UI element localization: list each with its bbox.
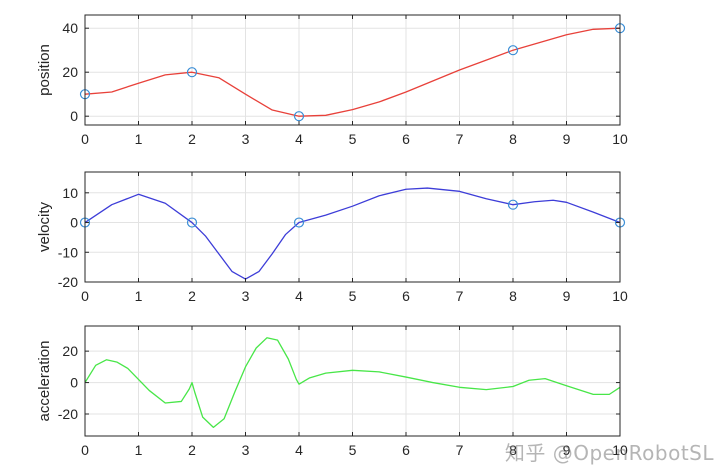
x-tick-label: 5	[349, 288, 357, 304]
x-tick-label: 8	[509, 131, 517, 147]
y-tick-label: 0	[70, 375, 78, 391]
x-tick-label: 10	[612, 288, 628, 304]
x-tick-label: 0	[81, 442, 89, 458]
subplot-1: 0 1 2 3 4 5 6 7 8 9 10 0 20 40 position	[36, 14, 628, 147]
x-tick-label: 4	[295, 131, 303, 147]
x-tick-label: 3	[242, 288, 250, 304]
y-axis-label: position	[36, 44, 53, 96]
x-tick-label: 8	[509, 288, 517, 304]
x-tick-label: 4	[295, 288, 303, 304]
x-tick-label: 4	[295, 442, 303, 458]
x-tick-label: 7	[456, 288, 464, 304]
y-axis-label: acceleration	[36, 341, 53, 422]
y-tick-label: 0	[70, 215, 78, 231]
data-point-marker	[186, 217, 198, 228]
x-tick-label: 6	[402, 442, 410, 458]
data-point-marker	[507, 199, 519, 210]
y-tick-label: -20	[58, 274, 78, 290]
x-tick-label: 2	[188, 288, 196, 304]
y-tick-label: 40	[62, 20, 78, 36]
x-tick-label: 1	[135, 131, 143, 147]
x-tick-label: 8	[509, 442, 517, 458]
x-tick-label: 10	[612, 131, 628, 147]
x-tick-label: 5	[349, 442, 357, 458]
y-tick-label: -20	[58, 406, 78, 422]
x-tick-label: 3	[242, 131, 250, 147]
data-point-marker	[507, 45, 519, 56]
x-tick-label: 9	[563, 131, 571, 147]
x-tick-label: 3	[242, 442, 250, 458]
x-tick-label: 0	[81, 288, 89, 304]
x-tick-label: 9	[563, 288, 571, 304]
y-tick-label: 0	[70, 108, 78, 124]
series-line	[84, 187, 621, 280]
x-tick-label: 7	[456, 131, 464, 147]
x-tick-label: 7	[456, 442, 464, 458]
data-point-marker	[293, 111, 305, 122]
x-tick-label: 10	[612, 442, 628, 458]
x-tick-label: 2	[188, 442, 196, 458]
data-point-marker	[293, 217, 305, 228]
series-line	[84, 337, 621, 429]
y-tick-label: -10	[58, 244, 78, 260]
x-tick-label: 2	[188, 131, 196, 147]
x-tick-label: 9	[563, 442, 571, 458]
subplot-3: 0 1 2 3 4 5 6 7 8 9 10 -20 0 20 acceleration	[36, 325, 628, 458]
y-tick-label: 20	[62, 64, 78, 80]
x-tick-label: 6	[402, 131, 410, 147]
y-axis-label: velocity	[36, 201, 53, 252]
x-tick-label: 1	[135, 442, 143, 458]
data-point-marker	[186, 67, 198, 78]
x-tick-label: 6	[402, 288, 410, 304]
x-tick-label: 5	[349, 131, 357, 147]
y-tick-label: 10	[62, 185, 78, 201]
watermark-text: 知乎 @OpenRobotSL	[504, 441, 714, 465]
y-tick-label: 20	[62, 343, 78, 359]
x-tick-label: 1	[135, 288, 143, 304]
subplot-2: 0 1 2 3 4 5 6 7 8 9 10 -20 -10 0 10 velocity	[36, 171, 628, 304]
series-line	[84, 27, 621, 117]
x-tick-label: 0	[81, 131, 89, 147]
